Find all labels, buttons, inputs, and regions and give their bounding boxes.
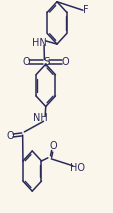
Text: HO: HO: [69, 163, 84, 173]
Text: O: O: [6, 131, 14, 141]
Text: F: F: [82, 5, 88, 15]
Text: S: S: [43, 57, 49, 67]
Text: O: O: [49, 141, 57, 151]
Text: O: O: [61, 57, 68, 67]
Text: O: O: [23, 57, 30, 67]
Text: NH: NH: [33, 113, 48, 123]
Text: HN: HN: [32, 38, 47, 48]
